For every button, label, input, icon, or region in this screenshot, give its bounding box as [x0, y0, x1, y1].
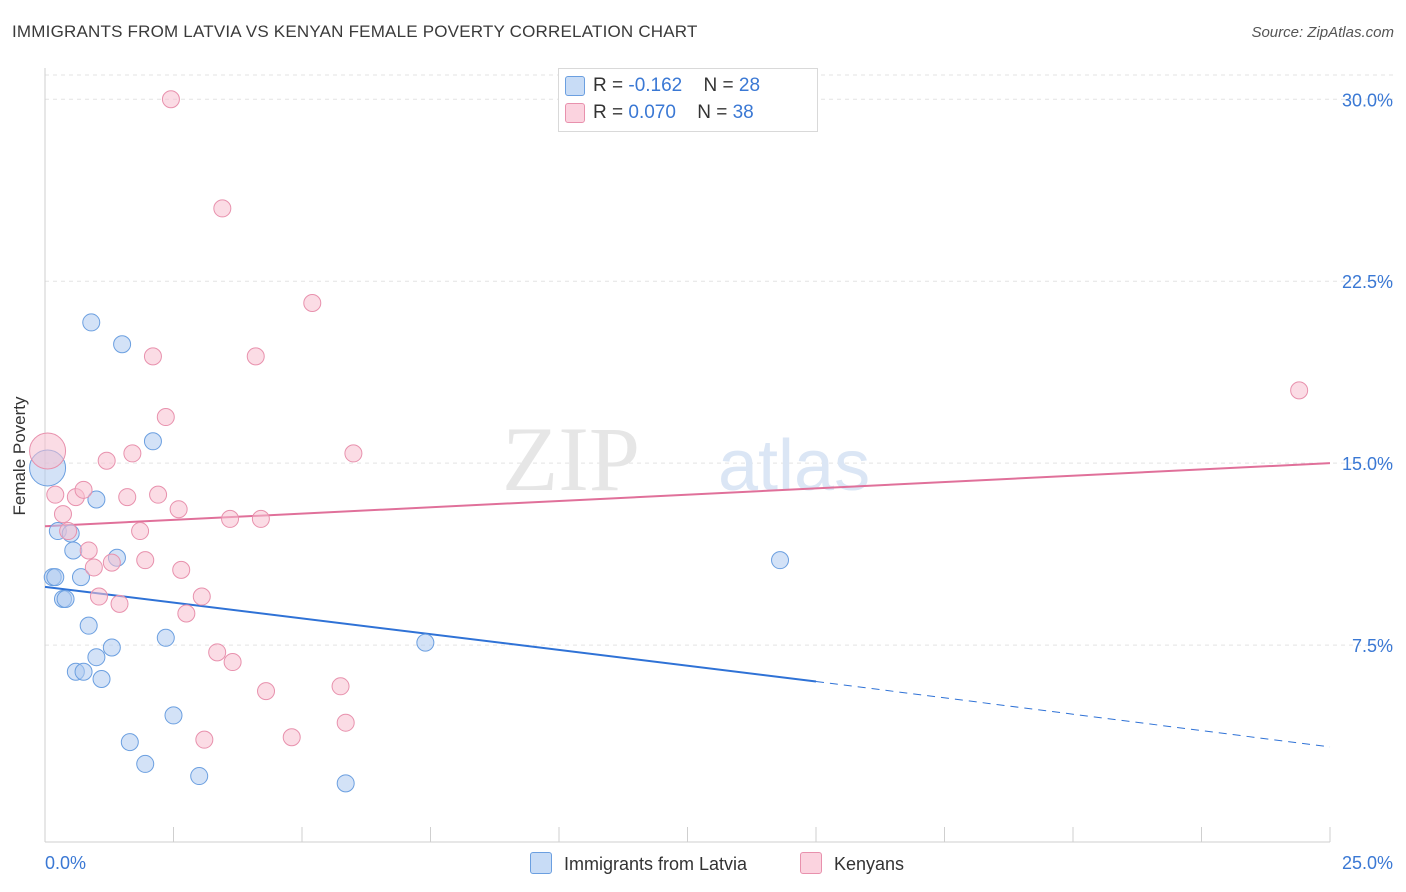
point-kenyans — [257, 682, 276, 701]
point-latvia — [120, 733, 139, 752]
point-kenyans — [251, 509, 270, 528]
point-kenyans — [118, 488, 137, 507]
point-latvia — [156, 628, 175, 647]
legend-n-label: N = — [703, 75, 739, 96]
watermark-zip: ZIP — [502, 408, 640, 510]
trend-line-latvia — [44, 585, 817, 683]
y-tick-label: 7.5% — [1352, 636, 1393, 656]
grid-lines — [45, 74, 1393, 646]
point-latvia — [113, 335, 132, 354]
point-kenyans — [136, 551, 155, 570]
point-latvia — [79, 616, 98, 635]
point-latvia — [71, 568, 90, 587]
point-kenyans — [195, 730, 214, 749]
point-kenyans — [336, 713, 355, 732]
point-kenyans — [149, 485, 168, 504]
point-latvia — [416, 633, 435, 652]
point-latvia — [136, 754, 155, 773]
point-latvia — [74, 662, 93, 681]
point-kenyans — [123, 444, 142, 463]
point-kenyans — [143, 347, 162, 366]
point-latvia — [56, 589, 75, 608]
point-latvia — [102, 638, 121, 657]
point-kenyans — [46, 485, 65, 504]
point-kenyans — [177, 604, 196, 623]
point-latvia — [87, 648, 106, 667]
x-tick-label: 25.0% — [1342, 853, 1393, 873]
point-kenyans — [110, 594, 129, 613]
trend-line-latvia-extrapolated — [815, 680, 1331, 748]
bottom-legend-swatch-latvia — [530, 852, 552, 874]
point-kenyans — [213, 199, 232, 218]
correlation-legend: R = -0.162 N = 28 R = 0.070 N = 38 — [558, 68, 818, 132]
trend-lines — [44, 462, 1331, 748]
point-kenyans — [102, 553, 121, 572]
point-latvia — [87, 490, 106, 509]
point-kenyans — [172, 560, 191, 579]
y-axis-label: Female Poverty — [10, 396, 29, 516]
point-latvia — [190, 767, 209, 786]
bottom-legend-kenyans: Kenyans — [800, 852, 904, 875]
point-kenyans — [53, 505, 72, 524]
point-latvia — [771, 551, 790, 570]
legend-row-latvia: R = -0.162 N = 28 — [565, 75, 761, 97]
data-points — [29, 90, 1309, 793]
y-tick-label: 22.5% — [1342, 272, 1393, 292]
point-kenyans — [161, 90, 180, 109]
legend-n-value: 38 — [732, 102, 754, 123]
point-latvia — [82, 313, 101, 332]
point-kenyans — [221, 509, 240, 528]
point-latvia — [164, 706, 183, 725]
point-kenyans — [282, 728, 301, 747]
point-latvia — [46, 568, 65, 587]
legend-row-kenyans: R = 0.070 N = 38 — [565, 102, 754, 124]
source-label: Source: ZipAtlas.com — [1251, 24, 1394, 41]
legend-n-label: N = — [697, 102, 733, 123]
legend-n-value: 28 — [738, 75, 761, 96]
point-kenyans — [303, 294, 322, 313]
legend-r-value: -0.162 — [628, 75, 683, 96]
legend-swatch-latvia — [565, 76, 585, 96]
point-latvia — [143, 432, 162, 451]
point-kenyans — [89, 587, 108, 606]
tick-labels: 7.5% 15.0% 22.5% 30.0% 0.0% 25.0% — [45, 90, 1393, 873]
bottom-legend-label-kenyans: Kenyans — [834, 854, 905, 874]
point-kenyans — [79, 541, 98, 560]
axes — [44, 68, 1331, 843]
point-latvia — [64, 541, 83, 560]
y-tick-label: 15.0% — [1342, 454, 1393, 474]
chart-title: IMMIGRANTS FROM LATVIA VS KENYAN FEMALE … — [12, 22, 698, 41]
bottom-legend-label-latvia: Immigrants from Latvia — [564, 854, 748, 874]
point-kenyans — [246, 347, 265, 366]
point-kenyans — [97, 451, 116, 470]
bottom-legend-latvia: Immigrants from Latvia — [530, 852, 747, 875]
point-kenyans — [169, 500, 188, 519]
point-latvia — [92, 670, 111, 689]
point-kenyans — [192, 587, 211, 606]
watermark-atlas: atlas — [718, 426, 870, 506]
legend-r-label: R = — [593, 102, 629, 123]
point-kenyans — [223, 653, 242, 672]
point-kenyans — [84, 558, 103, 577]
point-kenyans — [156, 408, 175, 427]
point-kenyans — [344, 444, 363, 463]
point-latvia — [336, 774, 355, 793]
point-kenyans — [331, 677, 350, 696]
point-kenyans — [74, 480, 93, 499]
point-kenyans — [59, 522, 78, 541]
x-tick-label: 0.0% — [45, 853, 86, 873]
legend-r-value: 0.070 — [628, 102, 676, 123]
y-tick-label: 30.0% — [1342, 90, 1393, 110]
bottom-legend-swatch-kenyans — [800, 852, 822, 874]
point-kenyans — [131, 522, 150, 541]
point-kenyans — [1290, 381, 1309, 400]
legend-r-label: R = — [593, 75, 629, 96]
legend-swatch-kenyans — [565, 103, 585, 123]
point-kenyans — [208, 643, 227, 662]
point-kenyans — [29, 432, 67, 470]
watermark: ZIP atlas — [502, 408, 870, 510]
